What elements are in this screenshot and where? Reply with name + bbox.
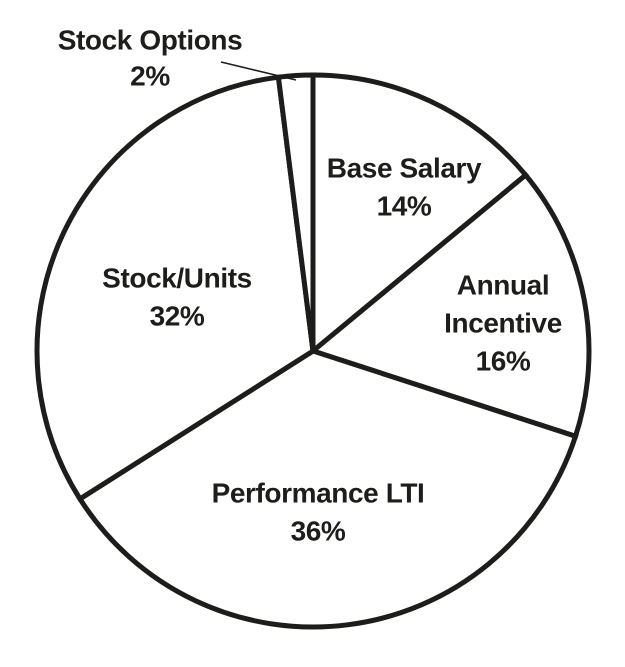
slice-pct-text: 32%: [150, 301, 205, 332]
slice-pct-text: 16%: [476, 346, 531, 377]
slice-pct-text: 2%: [130, 61, 170, 92]
slice-label-stock-units: Stock/Units 32%: [102, 263, 252, 332]
slice-name-text: Performance LTI: [212, 478, 425, 509]
slice-name-text: Stock/Units: [102, 263, 252, 294]
callout-leader-line: [220, 61, 297, 81]
pie-slice-base-salary: [310, 72, 530, 357]
pie-slice-stock-options: [275, 72, 316, 352]
pie-slice-stock-units: [34, 74, 316, 503]
slice-pct-text: 14%: [377, 191, 432, 222]
pie-slice-performance-lti: [76, 348, 579, 630]
callout-label-stock-options: Stock Options 2%: [58, 25, 243, 92]
slice-name-text: Annual: [457, 270, 549, 301]
slice-pct-text: 36%: [291, 516, 346, 547]
slice-label-annual-incentive: Annual Incentive 16%: [444, 270, 562, 377]
slice-label-base-salary: Base Salary 14%: [327, 153, 483, 222]
slice-name-text: Stock Options: [58, 25, 243, 56]
slice-label-performance-lti: Performance LTI 36%: [212, 478, 425, 547]
slice-name-text: Base Salary: [327, 153, 482, 184]
slice-name-text: Incentive: [444, 308, 562, 339]
